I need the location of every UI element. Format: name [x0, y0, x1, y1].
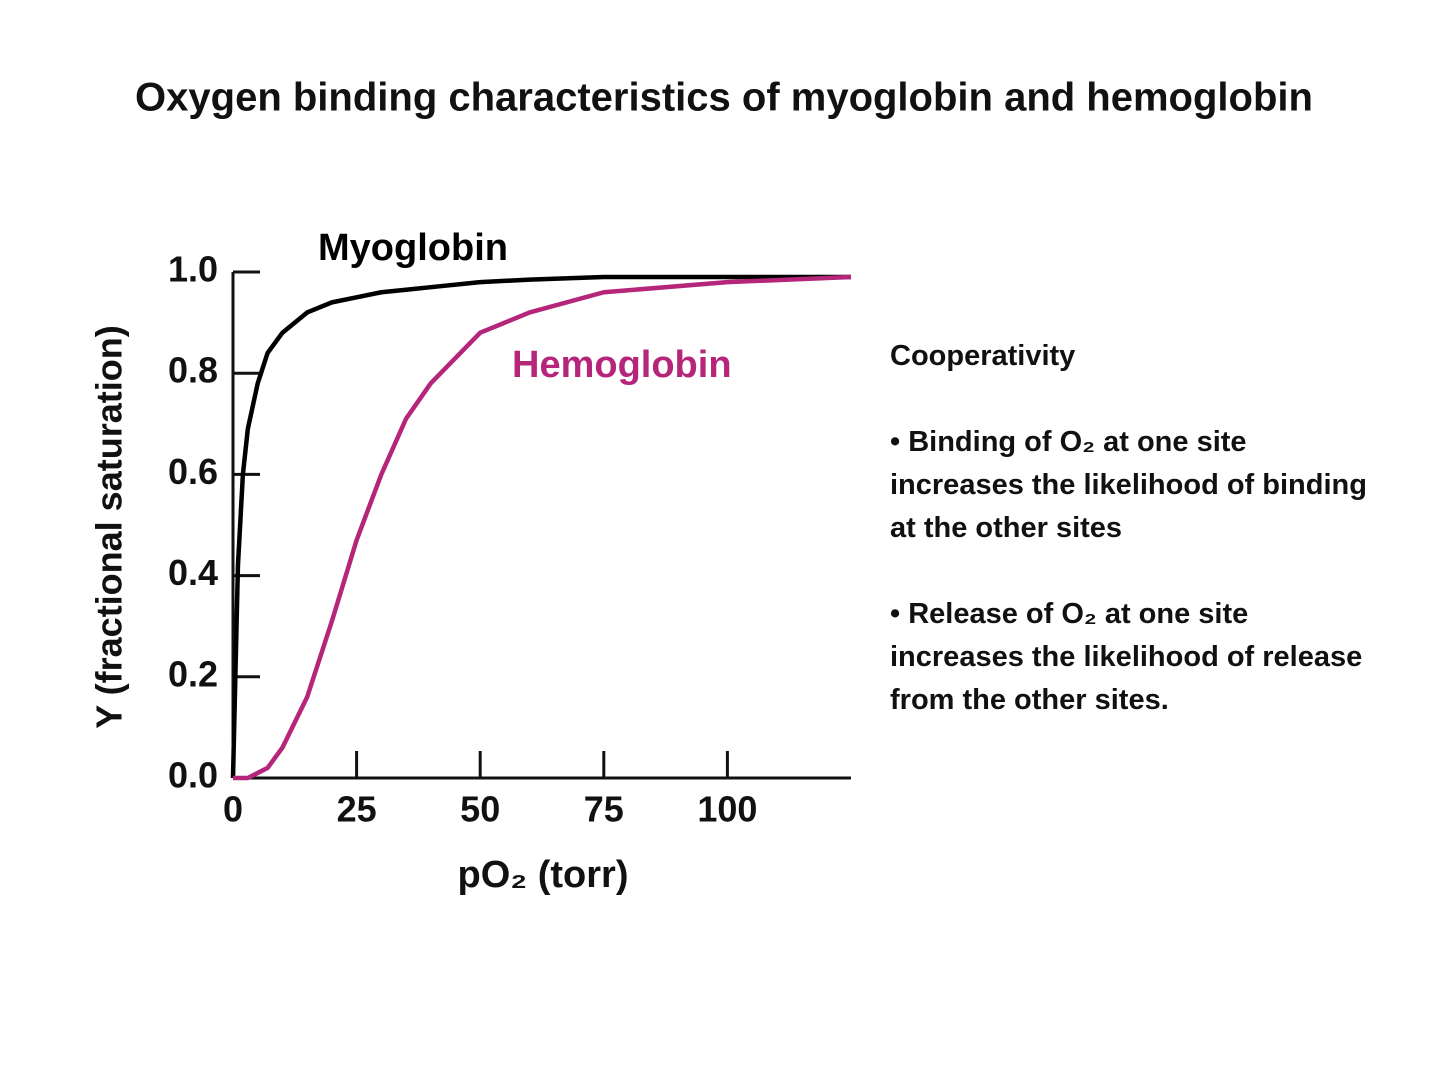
- x-tick-label: 0: [223, 789, 243, 830]
- y-tick-label: 0.2: [168, 653, 218, 694]
- series-label: Hemoglobin: [512, 344, 732, 386]
- side-bullet: • Release of O₂ at one site increases th…: [890, 598, 1363, 716]
- series-line: [233, 274, 852, 781]
- x-tick-label: 75: [584, 789, 624, 830]
- series-line: [230, 274, 851, 779]
- x-axis-label: pO₂ (torr): [458, 854, 629, 896]
- series-label: Myoglobin: [318, 227, 508, 269]
- y-tick-label: 0.8: [168, 350, 218, 391]
- side-bullet: • Binding of O₂ at one site increases th…: [890, 426, 1367, 544]
- y-axis-label: Y (fractional saturation): [89, 325, 130, 728]
- side-heading: Cooperativity: [890, 340, 1076, 372]
- side-text: Cooperativity • Binding of O₂ at one sit…: [890, 335, 1380, 765]
- y-tick-label: 1.0: [168, 249, 218, 290]
- x-tick-label: 25: [337, 789, 377, 830]
- chart-title: Oxygen binding characteristics of myoglo…: [135, 76, 1313, 120]
- y-tick-label: 0.6: [168, 451, 218, 492]
- y-tick-label: 0.0: [168, 755, 218, 796]
- y-tick-label: 0.4: [168, 552, 218, 593]
- x-tick-label: 50: [460, 789, 500, 830]
- x-tick-label: 100: [697, 789, 757, 830]
